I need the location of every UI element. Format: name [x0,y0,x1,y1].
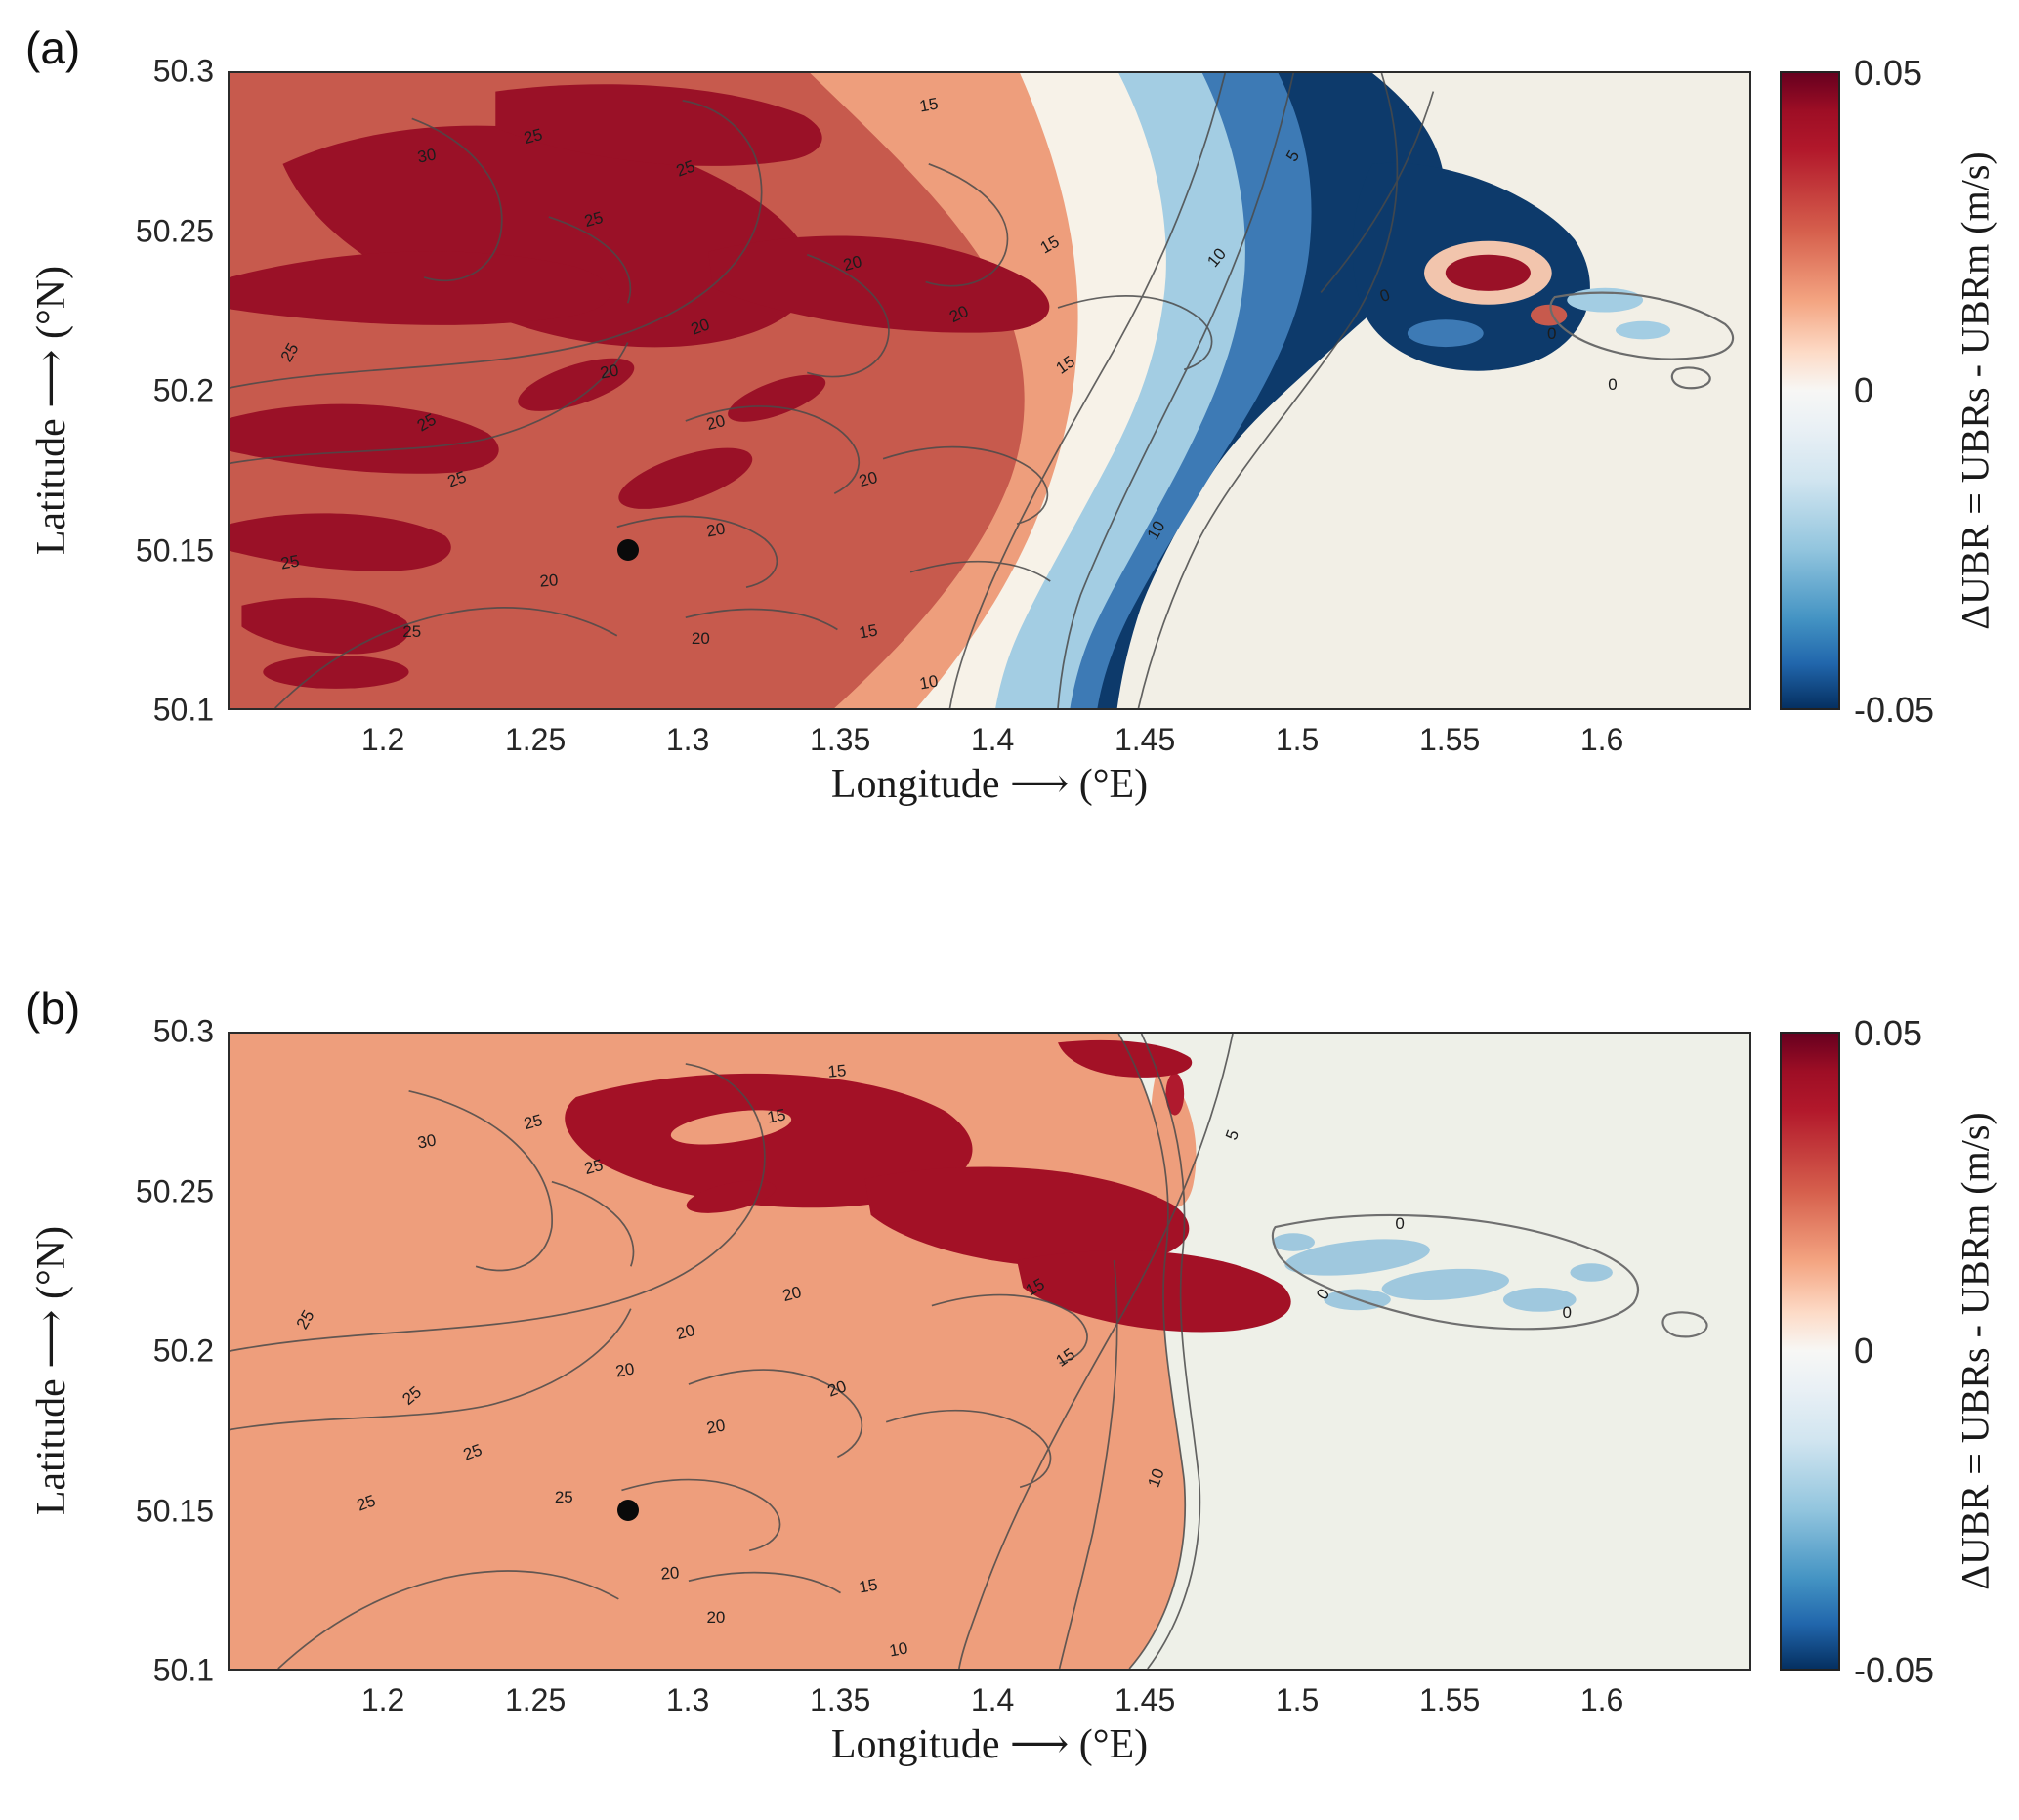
x-tick-label: 1.4 [970,722,1015,757]
depth-contour-lines [230,73,1435,708]
y-tick-label: 50.2 [152,372,214,408]
colorbar-title-a: ΔUBR = UBRs - UBRm (m/s) [1953,151,1998,630]
x-tick-label: 1.5 [1275,722,1320,757]
contour-map-b [230,1034,1749,1669]
x-tick-label: 1.45 [1114,722,1176,757]
colorbar-tick-mid-b: 0 [1854,1331,1874,1371]
colorbar-b [1780,1032,1840,1671]
x-tick-label: 1.45 [1114,1682,1176,1717]
y-tick-label: 50.3 [152,1013,214,1049]
y-tick-label: 50.25 [135,213,214,248]
x-axis-ticks-b: 1.2 1.25 1.3 1.35 1.4 1.45 1.5 1.55 1.6 [228,1671,1751,1729]
panel-a: (a) [0,0,2019,860]
plot-area-b: 30 25 25 15 15 25 25 25 25 25 20 20 20 20 20 20 20 15 15 15… [228,1032,1751,1671]
colorbar-tick-mid-a: 0 [1854,370,1874,410]
colorbar-tick-max-b: 0.05 [1854,1013,1923,1053]
strong-positive-blobs [230,84,1050,689]
y-axis-label-a: Latitude ⟶ (°N) [29,265,74,556]
y-tick-label: 50.2 [152,1333,214,1369]
x-tick-label: 1.55 [1418,1682,1481,1717]
colorbar-tick-min-b: -0.05 [1854,1650,1935,1690]
x-tick-label: 1.25 [504,722,567,757]
x-tick-label: 1.6 [1579,722,1624,757]
depth-contour-lines [230,1034,1234,1669]
panel-a-letter: (a) [25,22,81,73]
y-tick-label: 50.1 [152,1652,214,1688]
x-axis-label-b: Longitude ⟶ (°E) [830,1722,1149,1767]
colorbar-a [1780,71,1840,710]
x-tick-label: 1.5 [1275,1682,1320,1717]
panel-b-letter: (b) [25,983,81,1034]
panel-b: (b) [0,960,2019,1820]
x-tick-label: 1.6 [1579,1682,1624,1717]
y-tick-label: 50.15 [135,1493,214,1528]
y-tick-label: 50.1 [152,692,214,728]
x-tick-label: 1.2 [360,1682,405,1717]
colorbar-tick-min-a: -0.05 [1854,690,1935,730]
negative-anomaly-patches [1272,1233,1613,1312]
x-tick-label: 1.2 [360,722,405,757]
x-tick-label: 1.3 [665,1682,710,1717]
contour-map-a [230,73,1749,708]
coastline-spit-outline [1271,1213,1708,1338]
x-tick-label: 1.55 [1418,722,1481,757]
x-tick-label: 1.35 [809,1682,871,1717]
plot-area-a: 30 25 25 25 25 25 25 25 25 20 20 20 20 20 20 20 20 20 15 15… [228,71,1751,710]
station-marker-b [616,1499,639,1521]
y-tick-label: 50.25 [135,1173,214,1208]
colorbar-tick-max-a: 0.05 [1854,53,1923,93]
x-axis-label-a: Longitude ⟶ (°E) [830,762,1149,807]
colorbar-title-b: ΔUBR = UBRs - UBRm (m/s) [1953,1112,1998,1590]
strong-positive-blobs [565,1039,1291,1333]
coastline-spit-outline [1549,291,1735,390]
x-axis-ticks-a: 1.2 1.25 1.3 1.35 1.4 1.45 1.5 1.55 1.6 [228,710,1751,769]
y-axis-label-b: Latitude ⟶ (°N) [29,1225,74,1516]
blob-hole [670,1110,792,1145]
x-tick-label: 1.25 [504,1682,567,1717]
x-tick-label: 1.4 [970,1682,1015,1717]
station-marker-a [616,538,639,561]
x-tick-label: 1.3 [665,722,710,757]
y-tick-label: 50.15 [135,532,214,568]
x-tick-label: 1.35 [809,722,871,757]
y-tick-label: 50.3 [152,53,214,89]
